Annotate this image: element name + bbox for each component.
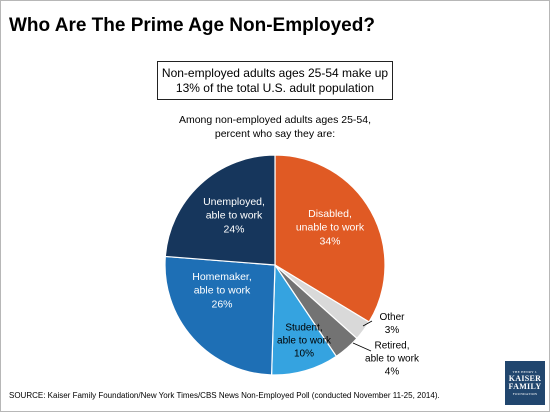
pie-slice-4 (164, 255, 276, 376)
chart-subtitle: Among non-employed adults ages 25-54, pe… (140, 113, 410, 141)
callout-line-2: 13% of the total U.S. adult population (175, 80, 375, 95)
slice-value-3: 10% (294, 349, 314, 360)
slice-label-3: able to work (277, 336, 332, 347)
slice-label-2: able to work (365, 354, 420, 365)
callout-line-1: Non-employed adults ages 25-54 make up (161, 65, 389, 80)
logo-kaiser-text: KAISER (508, 373, 542, 383)
slide-title: Who Are The Prime Age Non-Employed? (9, 15, 375, 36)
slice-value-2: 4% (385, 367, 400, 378)
slice-label-3: Student, (285, 322, 322, 333)
slice-label-0: unable to work (296, 222, 365, 234)
slice-label-5: able to work (206, 210, 263, 222)
slice-value-5: 24% (223, 224, 244, 236)
pie-slice-5 (164, 154, 276, 266)
slice-value-0: 34% (319, 236, 340, 248)
slice-label-4: able to work (194, 285, 251, 297)
leader-line-2 (352, 342, 372, 352)
slice-label-4: Homemaker, (192, 271, 252, 283)
logo-bottom-text: FOUNDATION (512, 391, 538, 396)
slice-value-4: 26% (211, 299, 232, 311)
slice-label-1: Other (379, 312, 405, 323)
logo-top-text: THE HENRY J. (512, 369, 538, 374)
logo-family-text: FAMILY (508, 382, 542, 391)
slice-label-0: Disabled, (308, 208, 352, 220)
pie-slice-0 (274, 154, 386, 323)
leader-line-1 (362, 320, 373, 327)
source-note: SOURCE: Kaiser Family Foundation/New Yor… (9, 391, 440, 400)
subtitle-line-2: percent who say they are: (214, 128, 336, 140)
kff-logo: THE HENRY J. KAISER FAMILY FOUNDATION (505, 361, 545, 405)
subtitle-line-1: Among non-employed adults ages 25-54, (178, 114, 372, 126)
slice-value-1: 3% (385, 325, 400, 336)
callout-box: Non-employed adults ages 25-54 make up 1… (157, 61, 393, 100)
slice-label-2: Retired, (374, 340, 409, 351)
slice-label-5: Unemployed, (203, 196, 265, 208)
